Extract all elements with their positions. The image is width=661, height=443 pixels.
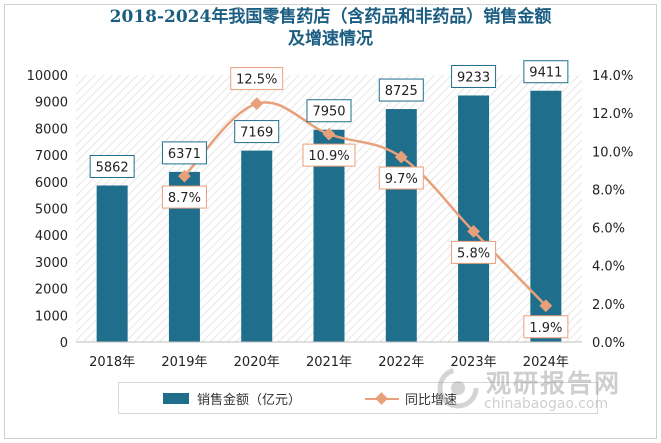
legend-line-swatch — [365, 391, 399, 405]
bar-value-label: 5862 — [96, 160, 129, 175]
y-left-tick-label: 6000 — [35, 176, 68, 191]
bar-label-box — [378, 78, 424, 102]
bar-value-label: 7169 — [240, 126, 273, 141]
bar-value-label: 6371 — [168, 147, 201, 162]
x-category-label: 2024年 — [523, 355, 569, 370]
growth-value-label: 10.9% — [308, 149, 349, 164]
bar-value-label: 9233 — [457, 70, 490, 85]
watermark-cn: 观研报告网 — [486, 369, 622, 398]
growth-value-label: 8.7% — [168, 191, 201, 206]
y-right-tick-label: 14.0% — [592, 69, 633, 84]
bar-label-box — [89, 154, 135, 178]
bar-2022年 — [385, 109, 417, 342]
chart-title: 2018-2024年我国零售药店（含药品和非药品）销售金额 及增速情况 — [0, 6, 661, 50]
legend-sales-label: 销售金额（亿元） — [197, 392, 302, 408]
growth-point — [178, 169, 191, 183]
growth-point — [467, 225, 480, 238]
chart-title-line-2: 及增速情况 — [288, 29, 373, 49]
y-right-tick-label: 6.0% — [592, 222, 625, 237]
x-category-label: 2018年 — [89, 355, 135, 370]
y-right-tick-label: 4.0% — [592, 260, 625, 275]
bar-value-label: 8725 — [385, 84, 418, 99]
legend-item-sales: 销售金额（亿元） — [163, 383, 301, 413]
legend-bar-swatch — [163, 392, 189, 404]
bar-2020年 — [241, 150, 273, 342]
y-left-tick-label: 7000 — [35, 149, 68, 164]
bar-2018年 — [96, 185, 128, 342]
y-left-tick-label: 3000 — [35, 256, 68, 271]
x-category-label: 2023年 — [451, 355, 497, 370]
y-left-tick-label: 5000 — [35, 203, 68, 218]
legend-growth-label: 同比增速 — [405, 392, 458, 408]
y-left-tick-label: 0 — [60, 336, 68, 351]
legend-item-growth: 同比增速 — [365, 383, 457, 413]
bar-label-box — [523, 60, 569, 84]
y-left-tick-label: 9000 — [35, 96, 68, 111]
growth-label-box — [161, 185, 207, 209]
legend: 销售金额（亿元） 同比增速 — [118, 382, 598, 414]
bar-value-label: 9411 — [529, 66, 562, 81]
watermark-logo-icon — [437, 367, 479, 409]
growth-value-label: 12.5% — [236, 73, 277, 88]
y-left-tick-label: 1000 — [35, 309, 68, 324]
bar-label-box — [306, 99, 352, 123]
bar-label-box — [451, 64, 497, 88]
y-right-tick-label: 2.0% — [592, 298, 625, 313]
bar-value-label: 7950 — [312, 105, 345, 120]
y-left-tick-label: 2000 — [35, 283, 68, 298]
y-right-tick-label: 0.0% — [592, 336, 625, 351]
bar-label-box — [161, 141, 207, 165]
y-right-tick-label: 8.0% — [592, 183, 625, 198]
growth-label-box — [523, 315, 569, 339]
growth-label-box — [230, 67, 284, 91]
x-category-label: 2020年 — [234, 355, 280, 370]
watermark-en: chinabaogao.com — [484, 396, 609, 412]
watermark: 观研报告网 chinabaogao.com — [436, 364, 651, 424]
x-category-label: 2019年 — [161, 355, 207, 370]
y-right-tick-label: 12.0% — [592, 107, 633, 122]
growth-label-box — [378, 166, 424, 190]
growth-label-box — [451, 240, 497, 264]
y-right-tick-label: 10.0% — [592, 145, 633, 160]
growth-point — [322, 127, 336, 141]
y-left-tick-label: 10000 — [27, 69, 68, 84]
chart-title-line-1: 2018-2024年我国零售药店（含药品和非药品）销售金额 — [109, 7, 552, 27]
growth-value-label: 5.8% — [457, 246, 490, 261]
growth-value-label: 1.9% — [529, 321, 562, 336]
x-category-label: 2022年 — [378, 355, 424, 370]
x-category-label: 2021年 — [306, 355, 352, 370]
growth-point — [394, 150, 408, 164]
y-left-tick-label: 4000 — [35, 229, 68, 244]
growth-label-box — [302, 143, 356, 167]
growth-value-label: 9.7% — [385, 172, 418, 187]
y-left-tick-label: 8000 — [35, 122, 68, 137]
bar-label-box — [234, 120, 280, 144]
